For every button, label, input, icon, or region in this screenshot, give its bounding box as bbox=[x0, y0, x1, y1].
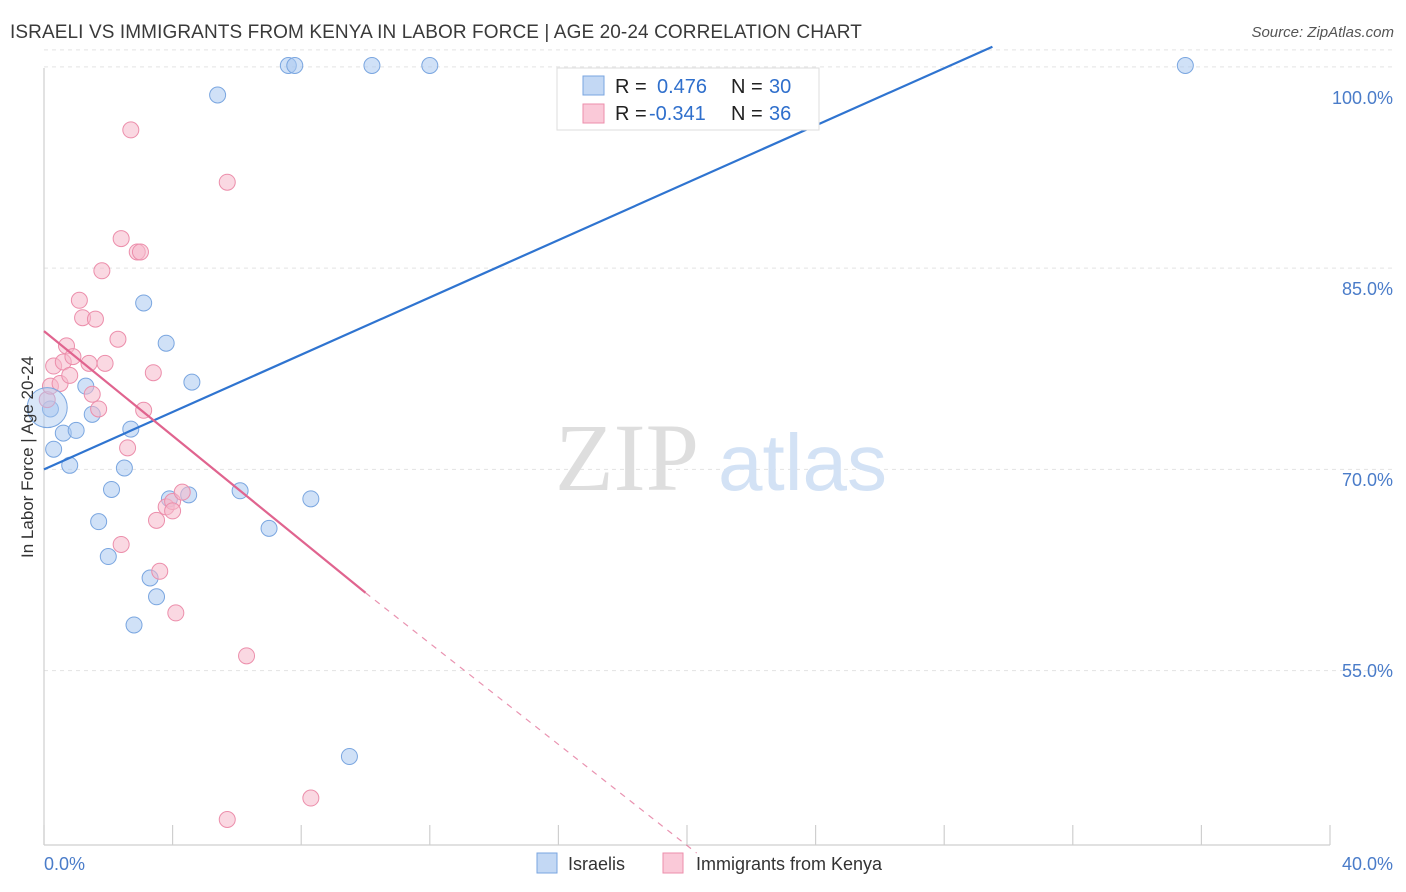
bottom-legend: Israelis Immigrants from Kenya bbox=[536, 852, 883, 874]
data-point bbox=[93, 262, 111, 280]
data-point bbox=[112, 230, 130, 248]
data-point bbox=[86, 310, 104, 328]
legend-r-label: R = bbox=[615, 103, 647, 125]
y-axis-label: In Labor Force | Age 20-24 bbox=[18, 356, 37, 558]
data-point bbox=[99, 548, 117, 566]
data-point bbox=[286, 56, 304, 74]
source-label: Source: ZipAtlas.com bbox=[1251, 24, 1394, 41]
legend-r-value: 0.476 bbox=[657, 76, 707, 98]
y-tick-label: 55.0% bbox=[1342, 661, 1393, 681]
data-point bbox=[115, 459, 133, 477]
data-point bbox=[119, 439, 137, 457]
data-point bbox=[83, 385, 101, 403]
data-point bbox=[45, 440, 63, 458]
data-point bbox=[131, 243, 149, 261]
trend-lines bbox=[43, 45, 993, 854]
data-point bbox=[209, 86, 227, 104]
data-point bbox=[340, 747, 358, 765]
data-point bbox=[183, 373, 201, 391]
data-point-cluster bbox=[26, 387, 68, 429]
data-point bbox=[157, 334, 175, 352]
trend-line-extension bbox=[365, 592, 698, 854]
data-point bbox=[421, 56, 439, 74]
watermark-zip: ZIP bbox=[555, 404, 699, 511]
trend-line bbox=[43, 45, 993, 471]
legend-r-label: R = bbox=[615, 76, 647, 98]
data-point bbox=[164, 502, 182, 520]
data-point bbox=[151, 562, 169, 580]
israelis-swatch bbox=[582, 75, 605, 96]
data-point bbox=[144, 364, 162, 382]
data-point bbox=[218, 173, 236, 191]
kenya-legend-label: Immigrants from Kenya bbox=[696, 854, 883, 874]
y-tick-label: 70.0% bbox=[1342, 470, 1393, 490]
data-point bbox=[96, 354, 114, 372]
chart-title: ISRAELI VS IMMIGRANTS FROM KENYA IN LABO… bbox=[10, 22, 862, 43]
israelis-legend-swatch bbox=[536, 852, 558, 874]
y-tick-labels: 100.0% 85.0% 70.0% 55.0% bbox=[1332, 88, 1393, 681]
data-point bbox=[302, 490, 320, 508]
y-tick-label: 100.0% bbox=[1332, 88, 1393, 108]
series-immigrants-from-kenya bbox=[38, 121, 320, 829]
legend-n-label: N = bbox=[731, 103, 763, 125]
x-tick-label-min: 0.0% bbox=[44, 854, 85, 874]
trend-line bbox=[43, 330, 367, 594]
legend-n-label: N = bbox=[731, 76, 763, 98]
watermark: ZIP atlas bbox=[555, 404, 887, 511]
data-point bbox=[148, 588, 166, 606]
stats-legend: R = 0.476 N = 30 R = -0.341 N = 36 bbox=[556, 67, 820, 131]
data-point bbox=[70, 291, 88, 309]
data-point bbox=[135, 294, 153, 312]
data-point bbox=[103, 480, 121, 498]
scatter-points bbox=[26, 56, 1194, 829]
data-point bbox=[238, 647, 256, 665]
data-point bbox=[67, 421, 85, 439]
data-point bbox=[167, 604, 185, 622]
x-axis-ticks bbox=[43, 825, 1331, 845]
data-point bbox=[302, 789, 320, 807]
legend-n-value: 30 bbox=[769, 76, 791, 98]
data-point bbox=[218, 811, 236, 829]
israelis-legend-label: Israelis bbox=[568, 854, 625, 874]
data-point bbox=[125, 616, 143, 634]
data-point bbox=[90, 513, 108, 531]
data-point bbox=[173, 483, 191, 501]
data-point bbox=[112, 535, 130, 553]
data-point bbox=[61, 366, 79, 384]
legend-r-value: -0.341 bbox=[649, 103, 706, 125]
data-point bbox=[90, 400, 108, 418]
kenya-swatch bbox=[582, 103, 605, 124]
data-point bbox=[122, 121, 140, 139]
grid-lines bbox=[44, 49, 1395, 672]
kenya-legend-swatch bbox=[662, 852, 684, 874]
data-point bbox=[109, 330, 127, 348]
y-tick-label: 85.0% bbox=[1342, 279, 1393, 299]
x-tick-label-max: 40.0% bbox=[1342, 854, 1393, 874]
data-point bbox=[148, 511, 166, 529]
data-point bbox=[260, 519, 278, 537]
data-point bbox=[1176, 56, 1194, 74]
legend-n-value: 36 bbox=[769, 103, 791, 125]
data-point bbox=[363, 56, 381, 74]
watermark-atlas: atlas bbox=[718, 418, 887, 507]
